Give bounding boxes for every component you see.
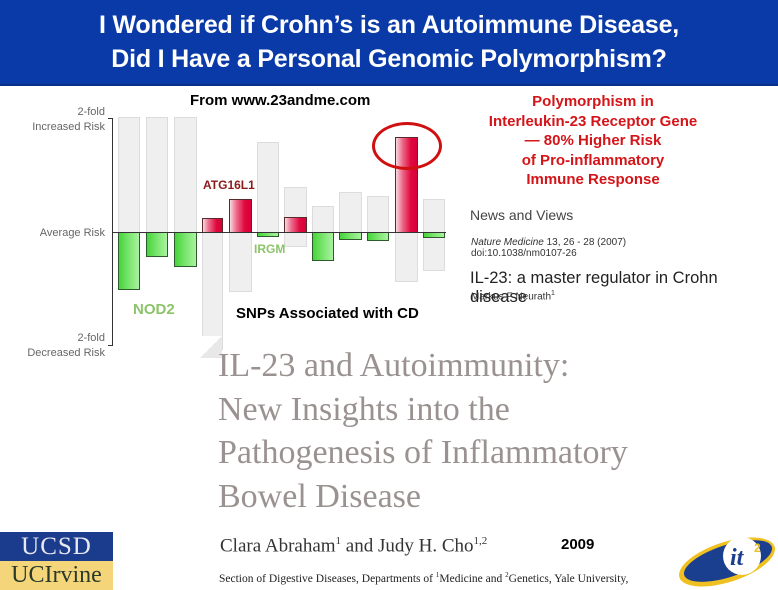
y-axis-top-label-2: Increased Risk <box>32 121 105 133</box>
authors-and: and <box>341 535 378 557</box>
news-title: IL-23: a master regulator in Crohn disea… <box>470 269 718 306</box>
bar-range <box>312 206 334 233</box>
bar-risk <box>229 199 252 232</box>
affil-text: Section of Digestive Diseases, Departmen… <box>219 572 436 585</box>
y-axis-bottom-label-1: 2-fold <box>77 332 105 344</box>
paper-year: 2009 <box>561 536 595 553</box>
paper-title-line: New Insights into the <box>218 390 510 428</box>
bar-range <box>146 117 168 233</box>
paper-title-line: Bowel Disease <box>218 477 422 515</box>
bar-protective <box>146 232 168 257</box>
news-journal: Nature Medicine <box>471 237 544 248</box>
paper-title: IL-23 and Autoimmunity: New Insights int… <box>218 344 688 518</box>
affil-text: Medicine and <box>439 572 506 585</box>
paper-authors: Clara Abraham1 and Judy H. Cho1,2 <box>220 535 487 557</box>
bar-range <box>118 117 140 233</box>
news-author-sup: 1 <box>551 290 555 297</box>
bar-range <box>174 117 197 233</box>
source-label: From www.23andme.com <box>190 92 371 109</box>
highlight-circle <box>372 122 442 170</box>
y-axis-bottom-label-2: Decreased Risk <box>27 347 105 359</box>
annotation-line: Interleukin-23 Receptor Gene <box>488 112 698 130</box>
bar-range <box>367 196 389 233</box>
y-axis-top-label-1: 2-fold <box>77 106 105 118</box>
author-2-sup: 1,2 <box>473 535 488 547</box>
ucsd-logo: UCSD <box>0 532 113 561</box>
affil-sup: 1 <box>435 571 440 579</box>
affil-text: Genetics, Yale University, <box>508 572 629 585</box>
bar-range <box>229 232 252 292</box>
annotation-line: — 80% Higher Risk <box>524 132 662 149</box>
news-citation: Nature Medicine 13, 26 - 28 (2007) doi:1… <box>471 237 626 259</box>
il23r-annotation: Polymorphism in Interleukin-23 Receptor … <box>448 92 738 190</box>
author-1-sup: 1 <box>335 535 342 547</box>
paper-title-line: Pathogenesis of Inflammatory <box>218 434 628 471</box>
chart-caption: SNPs Associated with CD <box>236 305 419 322</box>
bar-protective <box>118 232 140 290</box>
bar-range <box>395 232 418 282</box>
uci-logo: UCIrvine <box>0 561 113 590</box>
annotation-line: Polymorphism in <box>532 93 654 110</box>
bar-protective <box>174 232 197 267</box>
bar-protective <box>339 232 362 240</box>
gene-label-nod2: NOD2 <box>133 301 175 318</box>
paper-affiliation: Section of Digestive Diseases, Departmen… <box>219 571 659 585</box>
bar-range <box>257 142 279 233</box>
news-volume: 13, 26 - 28 (2007) <box>543 237 627 248</box>
author-2: Judy H. Cho <box>377 535 474 557</box>
paper-title-line: IL-23 and Autoimmunity: <box>218 347 570 384</box>
average-risk-baseline <box>113 232 446 233</box>
affil-sup: 2 <box>505 571 509 579</box>
news-author-name: Markus F Neurath <box>471 291 552 303</box>
author-1: Clara Abraham <box>220 535 336 557</box>
gene-label-irgm: IRGM <box>254 242 286 256</box>
bar-protective <box>423 232 445 238</box>
annotation-line: Immune Response <box>526 171 660 188</box>
bar-range <box>202 232 223 350</box>
annotation-line: of Pro-inflammatory <box>521 151 665 169</box>
y-axis-tick-top <box>108 118 113 119</box>
svg-text:2: 2 <box>754 541 761 555</box>
slide-title-line-1: I Wondered if Crohn’s is an Autoimmune D… <box>98 11 680 39</box>
y-axis-mid-label: Average Risk <box>39 227 105 239</box>
news-header: News and Views <box>470 207 574 223</box>
y-axis-line <box>112 118 113 346</box>
slide-title-bar: I Wondered if Crohn’s is an Autoimmune D… <box>0 0 778 86</box>
calit2-logo-icon: it 2 <box>672 530 778 590</box>
y-axis-tick-bottom <box>108 345 113 346</box>
bar-risk <box>202 218 223 232</box>
bar-protective <box>312 232 334 261</box>
paper-corner-fold <box>200 336 222 358</box>
bar-risk <box>284 217 307 232</box>
bar-range <box>339 192 362 233</box>
bar-protective <box>257 232 279 237</box>
slide-title-line-2: Did I Have a Personal Genomic Polymorphi… <box>111 45 667 73</box>
svg-text:it: it <box>730 545 745 571</box>
news-doi: doi:10.1038/nm0107-26 <box>471 248 577 259</box>
risk-bar-chart: 2-fold Increased Risk Average Risk 2-fol… <box>0 0 460 365</box>
news-author: Markus F Neurath1 <box>471 290 555 302</box>
gene-label-atg16l1: ATG16L1 <box>203 178 255 192</box>
bar-protective <box>367 232 389 241</box>
